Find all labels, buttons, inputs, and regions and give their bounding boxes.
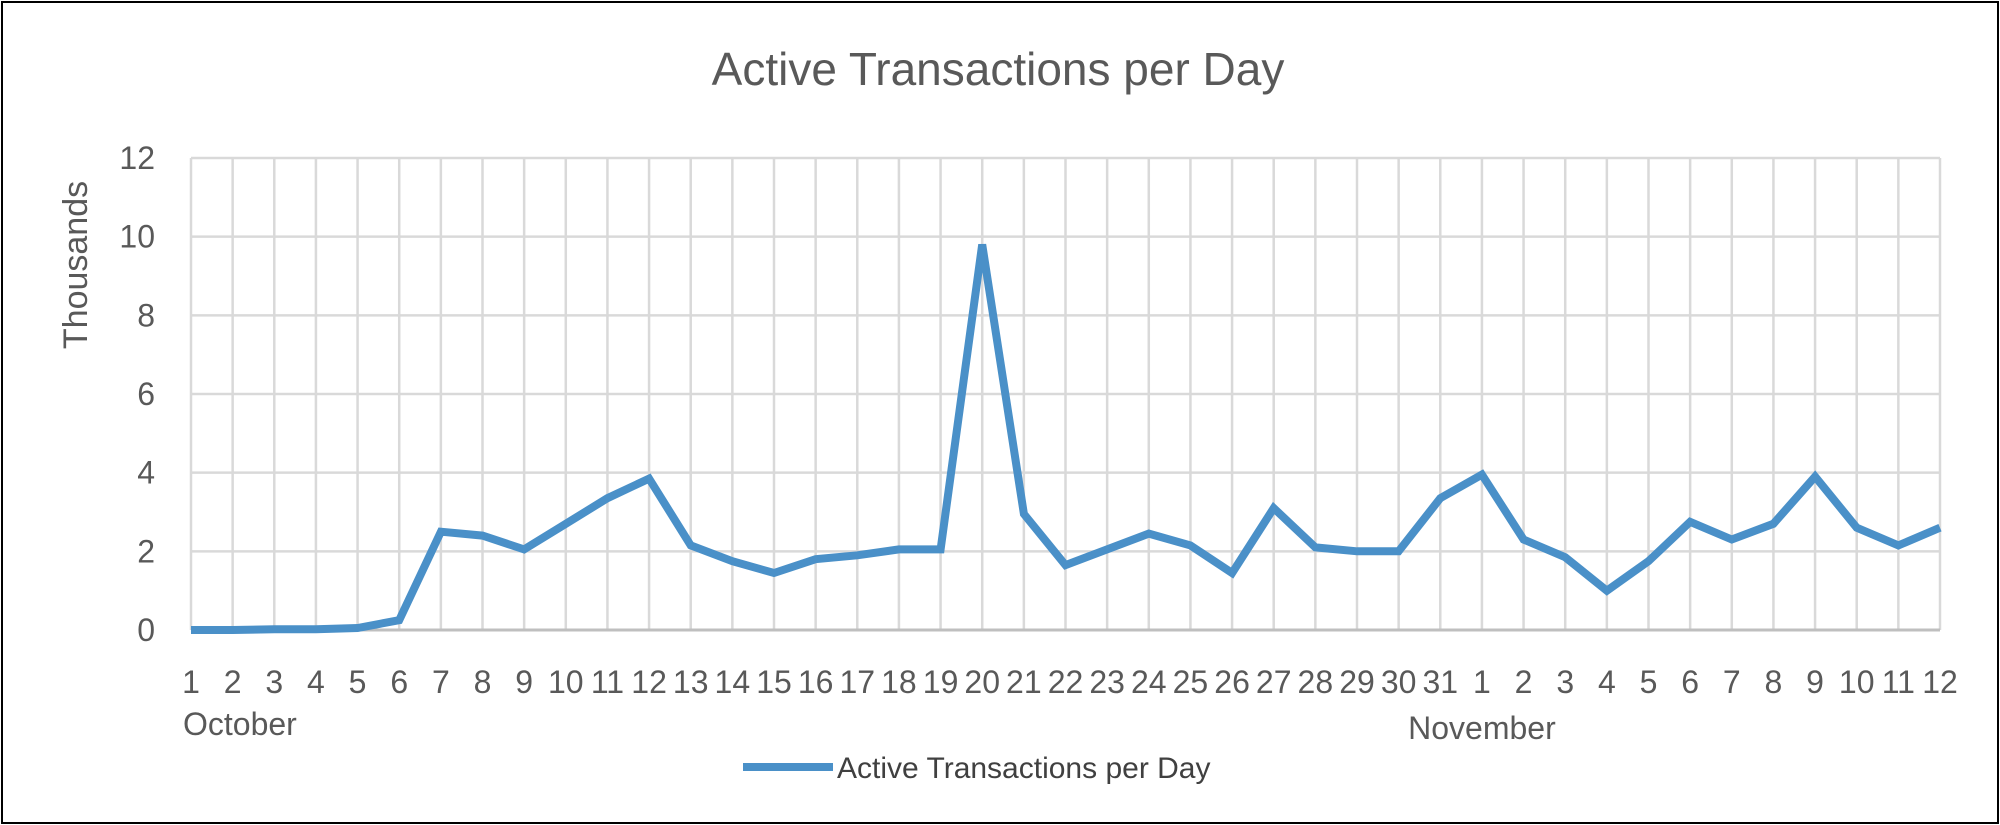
x-tick-label: 8 (1765, 664, 1783, 700)
x-tick-label: 20 (964, 664, 1000, 700)
x-tick-label: 12 (1922, 664, 1958, 700)
x-tick-label: 27 (1256, 664, 1292, 700)
y-axis-title: Thousands (57, 181, 95, 349)
line-chart: Active Transactions per Day Thousands 0 2… (57, 43, 1958, 785)
x-tick-label: 13 (673, 664, 709, 700)
x-tick-label: 7 (1723, 664, 1741, 700)
y-tick-label: 6 (137, 376, 155, 412)
y-tick-label: 8 (137, 297, 155, 333)
x-tick-label: 21 (1006, 664, 1042, 700)
x-tick-label: 18 (881, 664, 917, 700)
y-tick-label: 0 (137, 612, 155, 648)
x-tick-label: 4 (1598, 664, 1616, 700)
x-tick-label: 12 (631, 664, 667, 700)
x-tick-label: 19 (923, 664, 959, 700)
legend-label: Active Transactions per Day (837, 752, 1211, 785)
x-tick-label: 10 (548, 664, 584, 700)
x-tick-label: 15 (756, 664, 792, 700)
x-tick-label: 9 (515, 664, 533, 700)
x-tick-label: 7 (432, 664, 450, 700)
x-tick-label: 8 (474, 664, 492, 700)
x-tick-label: 11 (1882, 664, 1915, 700)
x-tick-label: 6 (390, 664, 408, 700)
x-tick-label: 1 (1473, 664, 1491, 700)
x-tick-label: 6 (1681, 664, 1699, 700)
x-tick-label: 2 (1515, 664, 1533, 700)
x-tick-label: 25 (1173, 664, 1209, 700)
x-tick-label: 16 (798, 664, 834, 700)
x-group-label: October (183, 706, 297, 742)
x-tick-label: 31 (1422, 664, 1458, 700)
x-tick-label: 26 (1214, 664, 1250, 700)
y-tick-label: 4 (137, 455, 155, 491)
legend: Active Transactions per Day (743, 752, 1211, 785)
x-tick-label: 4 (307, 664, 325, 700)
y-tick-label: 2 (137, 533, 155, 569)
x-tick-label: 3 (1556, 664, 1574, 700)
x-tick-label: 9 (1806, 664, 1824, 700)
gridlines (189, 156, 1942, 632)
x-tick-label: 24 (1131, 664, 1167, 700)
x-tick-label: 30 (1381, 664, 1417, 700)
x-axis-ticks: 1 2 3 4 5 6 7 8 9 10 11 12 13 14 15 16 17 18 19 20 21 22 23 24 2… (182, 664, 1958, 700)
x-tick-label: 5 (1640, 664, 1658, 700)
x-axis-groups: October November (183, 706, 1556, 746)
series-line (191, 243, 1942, 634)
x-tick-label: 29 (1339, 664, 1375, 700)
x-tick-label: 11 (591, 664, 624, 700)
x-tick-label: 3 (265, 664, 283, 700)
series-layer (191, 243, 1942, 634)
y-tick-label: 10 (119, 219, 155, 255)
x-tick-label: 17 (839, 664, 875, 700)
x-tick-label: 23 (1089, 664, 1125, 700)
x-tick-label: 2 (224, 664, 242, 700)
x-group-label: November (1408, 710, 1556, 746)
x-tick-label: 10 (1839, 664, 1875, 700)
y-tick-label: 12 (119, 140, 155, 176)
x-tick-label: 5 (349, 664, 367, 700)
y-axis-ticks: 0 2 4 6 8 10 12 (119, 140, 155, 648)
x-tick-label: 1 (182, 664, 200, 700)
chart-title: Active Transactions per Day (712, 43, 1285, 95)
x-tick-label: 28 (1298, 664, 1334, 700)
x-tick-label: 14 (715, 664, 751, 700)
x-tick-label: 22 (1048, 664, 1084, 700)
